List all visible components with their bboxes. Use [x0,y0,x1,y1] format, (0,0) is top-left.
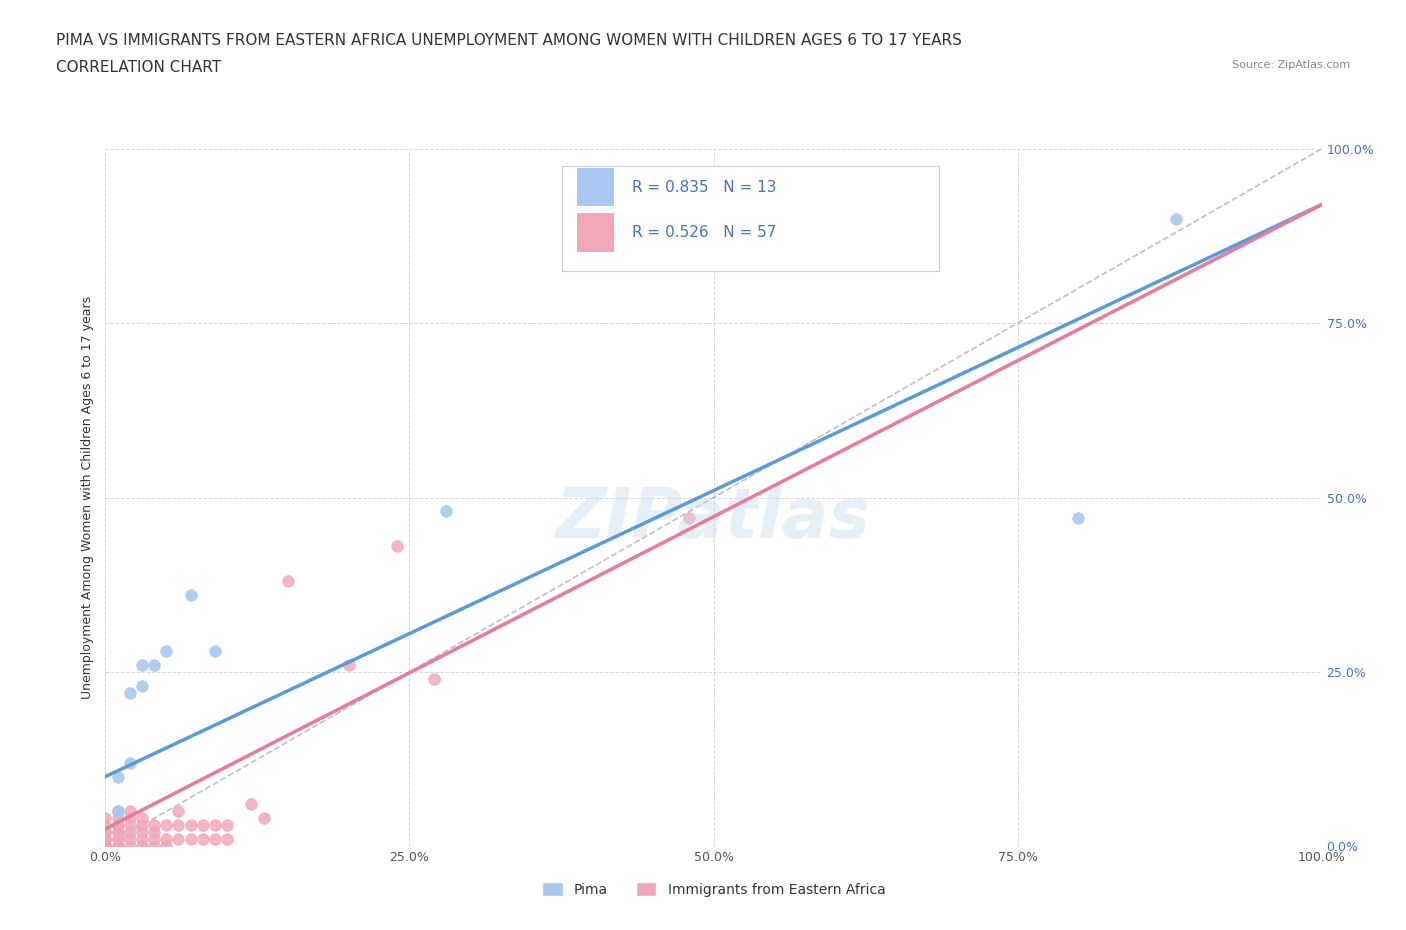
Point [107,804,129,819]
Point [167,804,190,819]
Point [118,839,141,854]
FancyBboxPatch shape [561,166,939,271]
Point [337,658,360,672]
Point [118,755,141,770]
Point [94,832,117,847]
Point [204,832,226,847]
Point [118,818,141,833]
Point [434,504,457,519]
Point [423,671,446,686]
Point [107,832,129,847]
Point [167,818,190,833]
Point [1164,211,1187,226]
Point [143,832,166,847]
Text: ZIPatlas: ZIPatlas [555,485,872,552]
Legend: Pima, Immigrants from Eastern Africa: Pima, Immigrants from Eastern Africa [536,876,891,902]
Point [107,818,129,833]
Point [94,811,117,826]
Text: R = 0.526   N = 57: R = 0.526 N = 57 [633,225,776,240]
Point [204,818,226,833]
Point [131,825,153,840]
Point [131,839,153,854]
Point [107,804,129,819]
Point [94,832,117,847]
Point [155,818,177,833]
Point [155,644,177,658]
Point [143,658,166,672]
Point [107,811,129,826]
Bar [578,168,614,206]
Point [217,818,239,833]
Point [118,811,141,826]
Point [94,839,117,854]
Point [107,832,129,847]
Point [118,685,141,700]
Point [191,818,214,833]
Point [143,839,166,854]
Point [94,825,117,840]
Point [387,539,409,554]
Point [107,825,129,840]
Y-axis label: Unemployment Among Women with Children Ages 6 to 17 years: Unemployment Among Women with Children A… [80,296,94,699]
Point [204,644,226,658]
Text: CORRELATION CHART: CORRELATION CHART [56,60,221,75]
Point [180,588,202,603]
Point [277,574,299,589]
Point [167,832,190,847]
Text: Source: ZipAtlas.com: Source: ZipAtlas.com [1232,60,1350,71]
Point [94,839,117,854]
Point [131,658,153,672]
Point [155,839,177,854]
Point [217,832,239,847]
Bar [578,213,614,252]
Point [118,825,141,840]
Point [94,825,117,840]
Point [131,832,153,847]
Point [94,818,117,833]
Point [678,512,700,526]
Point [1067,512,1090,526]
Point [240,797,263,812]
Point [118,804,141,819]
Point [180,832,202,847]
Point [143,825,166,840]
Point [118,832,141,847]
Point [191,832,214,847]
Text: PIMA VS IMMIGRANTS FROM EASTERN AFRICA UNEMPLOYMENT AMONG WOMEN WITH CHILDREN AG: PIMA VS IMMIGRANTS FROM EASTERN AFRICA U… [56,33,962,47]
Point [107,825,129,840]
Point [107,818,129,833]
Point [252,811,274,826]
Point [94,832,117,847]
Point [143,818,166,833]
Text: R = 0.835   N = 13: R = 0.835 N = 13 [633,179,776,194]
Point [155,832,177,847]
Point [131,818,153,833]
Point [131,811,153,826]
Point [107,832,129,847]
Point [107,769,129,784]
Point [107,839,129,854]
Point [131,679,153,694]
Point [94,839,117,854]
Point [180,818,202,833]
Point [107,839,129,854]
